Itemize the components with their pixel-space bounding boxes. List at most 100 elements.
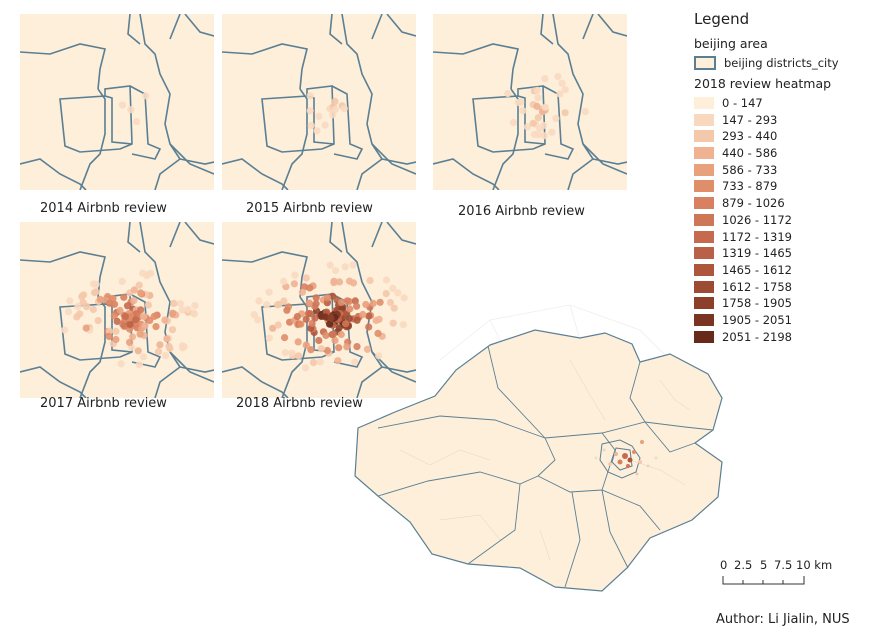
review-hex <box>118 101 127 109</box>
review-hex <box>374 329 382 337</box>
district-boundary <box>169 222 181 248</box>
review-hex <box>323 294 332 302</box>
review-hex <box>140 312 148 320</box>
legend-swatch <box>694 313 714 326</box>
review-hex <box>540 132 548 140</box>
review-hex <box>329 330 337 338</box>
legend-districts-label: beijing districts_city <box>724 56 839 71</box>
legend-class-label: 1026 - 1172 <box>722 212 792 227</box>
beijing-overview-map <box>354 304 723 592</box>
review-hex <box>341 263 349 271</box>
district-boundary <box>184 14 214 37</box>
review-hex <box>169 309 177 317</box>
map-panel-2014 <box>20 14 214 190</box>
review-hex <box>353 343 361 351</box>
district-boundary <box>127 14 141 45</box>
review-hex <box>302 341 310 349</box>
legend-swatch <box>694 197 714 210</box>
review-hex <box>330 277 338 285</box>
review-hex <box>313 127 321 135</box>
review-hex <box>263 301 271 309</box>
review-hex <box>126 338 134 346</box>
district-boundary <box>386 14 416 37</box>
legend-swatch <box>694 163 714 176</box>
review-hex <box>79 299 87 307</box>
review-hex <box>375 352 383 360</box>
review-hex <box>353 302 361 310</box>
legend-swatch <box>694 113 714 126</box>
review-hex <box>382 276 391 284</box>
review-hex <box>291 271 299 279</box>
review-hex <box>340 105 348 113</box>
review-hex <box>323 346 331 355</box>
district-boundary <box>329 14 343 45</box>
review-hex <box>390 304 398 312</box>
review-hex <box>154 348 163 356</box>
district-boundary <box>169 143 214 175</box>
author-credit: Author: Li Jialin, NUS <box>716 612 850 627</box>
review-hex <box>306 92 314 100</box>
district-boundary <box>184 222 214 245</box>
legend-heatmap-label: 2018 review heatmap <box>694 75 832 91</box>
map-2016-svg <box>433 14 627 190</box>
review-hex <box>533 102 541 110</box>
review-hex <box>135 361 143 369</box>
review-hex <box>152 323 160 331</box>
review-hex <box>548 128 556 136</box>
district-boundary <box>433 43 519 90</box>
review-hex <box>349 261 357 269</box>
review-hex <box>321 121 329 129</box>
review-hex <box>351 297 359 305</box>
review-hex <box>280 277 288 285</box>
legend-class-label: 1319 - 1465 <box>722 246 792 261</box>
review-hex <box>168 326 177 334</box>
review-hex <box>322 331 330 340</box>
district-boundary <box>169 14 181 40</box>
review-hex <box>363 345 371 353</box>
review-hex <box>66 297 74 305</box>
review-hex <box>294 338 302 346</box>
districts-swatch <box>694 56 716 71</box>
review-hex <box>305 299 313 307</box>
legend-class-5: 733 - 879 <box>694 178 864 195</box>
scale-bar-line <box>722 576 805 585</box>
legend-class-label: 1465 - 1612 <box>722 262 792 277</box>
map-2014-svg <box>20 14 214 190</box>
district-boundary <box>492 88 519 190</box>
review-hex <box>280 297 288 305</box>
review-hex <box>112 327 120 335</box>
district-boundary <box>261 85 335 153</box>
district-boundary <box>104 95 133 145</box>
legend-title: Legend <box>694 10 750 28</box>
review-hex <box>316 358 324 366</box>
legend-class-14: 2051 - 2198 <box>694 328 864 345</box>
map-2017-svg <box>20 222 214 398</box>
review-hex <box>132 316 140 324</box>
review-hex <box>312 300 320 308</box>
district-boundary <box>179 366 214 373</box>
review-hex <box>118 277 126 285</box>
district-boundary <box>129 85 162 160</box>
legend-swatch <box>694 147 714 160</box>
review-hex <box>306 310 314 318</box>
review-hex <box>519 107 527 115</box>
review-hex <box>123 302 132 310</box>
review-hex <box>150 312 158 320</box>
review-hex <box>558 79 566 87</box>
review-hex <box>365 323 373 331</box>
scale-tick-4: 10 km <box>796 558 833 572</box>
legend-class-13: 1905 - 2051 <box>694 312 864 329</box>
review-hex <box>120 322 128 330</box>
district-boundary <box>179 158 214 165</box>
review-hex <box>529 119 537 127</box>
district-boundary <box>129 293 162 368</box>
district-boundary <box>20 43 106 90</box>
legend-swatch <box>694 97 714 110</box>
district-lines <box>377 345 714 588</box>
review-hex <box>326 261 334 269</box>
review-hex <box>293 313 301 321</box>
district-boundary <box>20 251 106 298</box>
district-boundary <box>281 296 308 398</box>
review-hex <box>116 306 124 315</box>
review-hex <box>269 324 277 332</box>
